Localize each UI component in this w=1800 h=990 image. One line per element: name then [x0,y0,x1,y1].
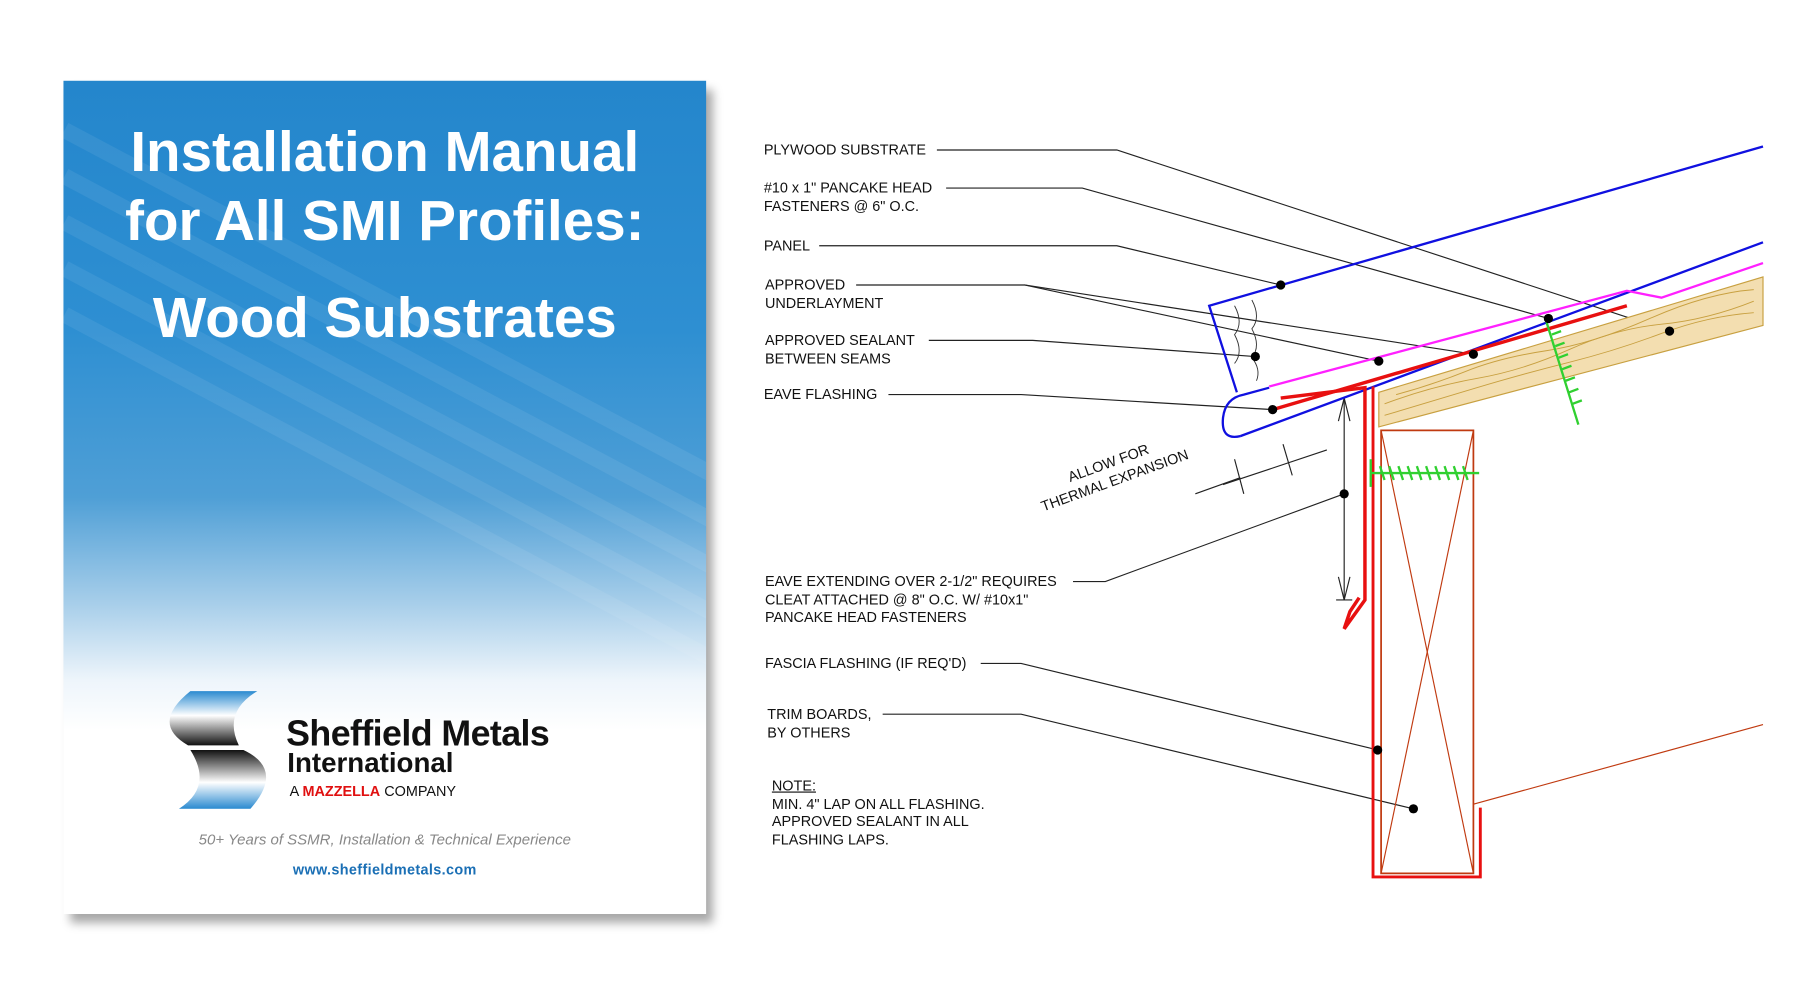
label-fasteners: #10 x 1" PANCAKE HEAD FASTENERS @ 6" O.C. [763,179,933,215]
eave-flashing [1272,304,1628,630]
cover-title-line2: for All SMI Profiles: [125,190,645,253]
label-sealant: APPROVED SEALANT BETWEEN SEAMS [764,332,915,367]
brand-sub: International [287,747,454,779]
note: NOTE: MIN. 4" LAP ON ALL FLASHING. APPROVE… [771,777,985,848]
tagline: 50+ Years of SSMR, Installation & Techni… [198,830,571,849]
label-underlayment: APPROVED UNDERLAYMENT [764,276,884,311]
label-plywood: PLYWOOD SUBSTRATE [763,141,926,159]
wood-substrate [1378,276,1764,428]
cover-title-line1: Installation Manual [130,121,640,184]
smi-logo-icon [169,691,267,809]
website-link[interactable]: www.sheffieldmetals.com [292,861,477,879]
label-cleat: EAVE EXTENDING OVER 2-1/2" REQUIRES CLEAT… [764,573,1057,626]
manual-cover: Installation Manual for All SMI Profiles… [63,80,707,914]
cover-title-line3: Wood Substrates [152,287,617,350]
label-trim: TRIM BOARDS, BY OTHERS [767,706,872,741]
brand-parent: A MAZZELLA COMPANY [289,783,457,800]
metal-panel [1207,145,1764,439]
screw-icon [1369,320,1583,487]
brand-name: Sheffield Metals [286,713,550,754]
callout-dots [1250,280,1675,814]
fascia-flashing [1371,386,1482,879]
label-eave-flashing: EAVE FLASHING [763,386,878,403]
label-fascia: FASCIA FLASHING (IF REQ'D) [764,655,967,672]
underlayment [1268,261,1764,388]
label-panel: PANEL [763,237,811,254]
leader-lines [819,149,1670,810]
